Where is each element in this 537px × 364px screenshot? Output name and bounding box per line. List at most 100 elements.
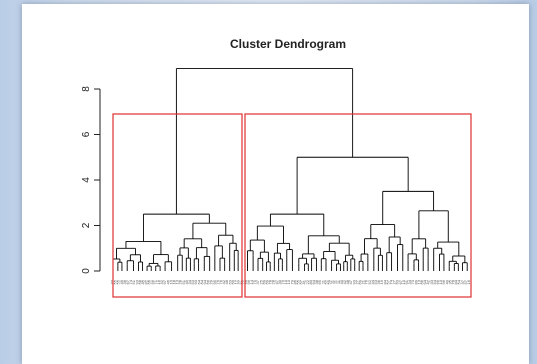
leaf-label: 80 [308,279,313,284]
leaf-label: 42 [110,279,115,284]
leaf-label: 55 [113,279,118,284]
leaf-label: 56 [150,279,155,284]
leaf-label: 32 [159,279,164,284]
leaf-label: 33 [429,279,434,284]
leaf-label: 13 [175,279,180,284]
leaf-label: 44 [370,279,375,284]
leaf-label: 42 [426,279,431,284]
leaf-label: 53 [373,279,378,284]
chart-title: Cluster Dendrogram [230,37,346,51]
leaf-label: 37 [255,279,260,284]
y-axis: 0 2 4 6 8 [81,86,101,274]
leaf-label: 94 [423,279,428,284]
leaf-label: 42 [221,279,226,284]
leaf-label: 70 [410,279,415,284]
leaf-label: 25 [258,279,263,284]
leaf-label: 71 [153,279,158,284]
leaf-label: 11 [333,279,338,284]
leaf-label: 91 [404,279,409,284]
dendrogram-tree [112,68,468,271]
leaf-label: 84 [382,279,387,284]
leaf-label: 27 [392,279,397,284]
y-tick-label: 0 [81,268,92,274]
leaf-label: 66 [206,279,211,284]
leaf-label: 63 [227,279,232,284]
leaf-label: 45 [184,279,189,284]
leaf-label: 21 [361,279,366,284]
leaf-label: 10 [283,279,288,284]
leaf-label: 90 [193,279,198,284]
leaf-label: 79 [289,279,294,284]
leaf-label: 69 [358,279,363,284]
leaf-label: 67 [299,279,304,284]
leaf-label: 68 [137,279,142,284]
leaf-label: 54 [432,279,437,284]
leaf-label: 79 [280,279,285,284]
leaf-label: 69 [261,279,266,284]
leaf-label: 11 [336,279,341,284]
leaf-label: 94 [311,279,316,284]
leaf-label: 93 [351,279,356,284]
leaf-label: 76 [218,279,223,284]
leaf-label: 67 [125,279,130,284]
leaf-label: 48 [224,279,229,284]
cluster-box [112,113,243,298]
leaf-label: 74 [128,279,133,284]
leaf-label: 55 [116,279,121,284]
leaf-label: 94 [203,279,208,284]
leaf-label: 40 [339,279,344,284]
leaf-label: 16 [466,279,471,284]
leaf-label: 49 [119,279,124,284]
leaf-label: 75 [252,279,257,284]
leaf-label: 14 [249,279,254,284]
y-tick-label: 4 [81,177,92,183]
leaf-label: 69 [265,279,270,284]
leaf-label: 57 [385,279,390,284]
leaf-label: 37 [460,279,465,284]
leaf-label: 78 [268,279,273,284]
leaf-label: 29 [209,279,214,284]
leaf-label: 11 [330,279,335,284]
leaf-label: 82 [144,279,149,284]
leaf-label: 57 [463,279,468,284]
leaf-label: 10 [401,279,406,284]
leaf-label: 10 [168,279,173,284]
leaf-label: 64 [199,279,204,284]
leaf-label: 60 [230,279,235,284]
leaf-label: 76 [364,279,369,284]
leaf-label: 52 [367,279,372,284]
leaf-label: 47 [274,279,279,284]
leaf-label: 55 [296,279,301,284]
leaf-label: 35 [447,279,452,284]
leaf-label: 86 [292,279,297,284]
leaf-label: 95 [212,279,217,284]
leaf-label: 36 [122,279,127,284]
leaf-label: 96 [246,279,251,284]
leaf-label: 46 [165,279,170,284]
leaf-label: 42 [342,279,347,284]
leaf-label: 11 [320,279,325,284]
leaf-label: 34 [407,279,412,284]
y-tick-label: 6 [81,131,92,137]
leaf-label: 93 [134,279,139,284]
leaf-label: 38 [314,279,319,284]
leaf-label: 79 [215,279,220,284]
cluster-box [244,113,472,298]
leaf-label: 10 [438,279,443,284]
leaf-label: 10 [286,279,291,284]
leaf-label: 51 [181,279,186,284]
leaf-label: 41 [302,279,307,284]
leaf-label: 34 [187,279,192,284]
leaf-label: 27 [237,279,242,284]
leaf-label: 16 [156,279,161,284]
leaf-label: 12 [234,279,239,284]
leaf-label: 89 [413,279,418,284]
leaf-label: 63 [395,279,400,284]
leaf-label: 65 [317,279,322,284]
leaf-label: 51 [131,279,136,284]
leaf-label: 64 [196,279,201,284]
leaf-label: 67 [398,279,403,284]
leaf-label: 78 [451,279,456,284]
